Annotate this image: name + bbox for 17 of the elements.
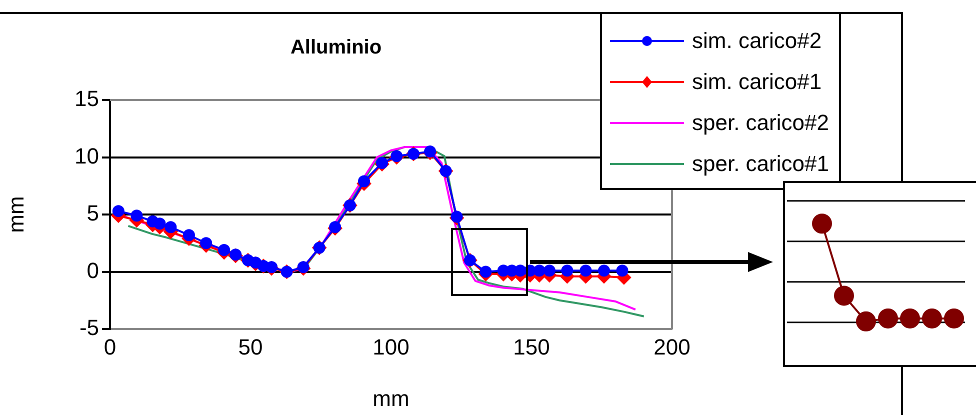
y-tick-label: 10 [74,143,99,168]
x-tick-label: 50 [238,334,263,360]
legend-label: sper. carico#2 [692,110,829,136]
x-tick-label: 100 [372,334,410,360]
y-tick-label: 5 [86,200,99,226]
chart-title: Alluminio [290,36,382,59]
y-axis-title: mm [3,196,28,233]
y-tick-label: -5 [79,315,99,340]
x-tick-label: 150 [513,334,550,360]
y-tick-label: 0 [86,258,99,283]
x-axis-title: mm [372,386,410,411]
y-tick-label: 15 [74,86,99,112]
x-tick-label: 200 [654,334,690,360]
x-tick-label: 0 [104,334,116,360]
legend-label: sim. carico#1 [692,68,822,94]
legend-label: sper. carico#1 [692,150,829,176]
legend-label: sim. carico#2 [692,28,822,54]
